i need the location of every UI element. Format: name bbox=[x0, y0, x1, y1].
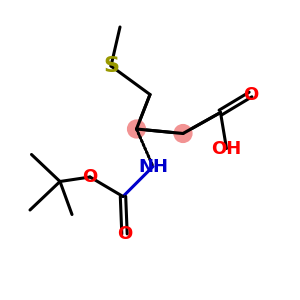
Text: NH: NH bbox=[138, 158, 168, 175]
Text: O: O bbox=[117, 225, 132, 243]
Text: OH: OH bbox=[212, 140, 242, 158]
Circle shape bbox=[127, 119, 146, 139]
Text: S: S bbox=[103, 56, 119, 76]
Text: O: O bbox=[243, 85, 258, 103]
Circle shape bbox=[173, 124, 193, 143]
Text: O: O bbox=[82, 168, 98, 186]
